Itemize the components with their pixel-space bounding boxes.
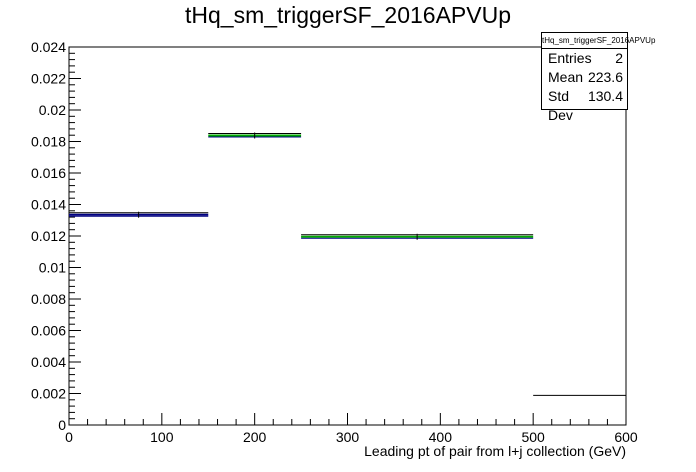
x-tick-label: 500 — [521, 429, 545, 445]
stats-entries-row: Entries 2 — [542, 49, 627, 68]
stats-box-title: tHq_sm_triggerSF_2016APVUp — [542, 33, 655, 49]
stats-stddev-label: Std Dev — [548, 88, 573, 123]
y-tick-label: 0.004 — [31, 354, 66, 370]
y-tick-label: 0.024 — [31, 39, 66, 55]
y-tick-label: 0.018 — [31, 134, 66, 150]
histogram-bins — [69, 132, 626, 396]
y-tick-label: 0.012 — [31, 228, 66, 244]
y-tick-label: 0.022 — [31, 71, 66, 87]
stats-mean-label: Mean — [548, 69, 584, 85]
stats-stddev-value: 130.4 — [587, 88, 623, 104]
x-axis: 0 100 200 300 400 500 600 — [65, 413, 638, 445]
histogram-bin — [208, 132, 302, 139]
y-tick-label: 0 — [58, 417, 66, 433]
y-tick-label: 0.016 — [31, 165, 66, 181]
histogram-bin — [69, 211, 209, 218]
histogram-bin — [301, 233, 534, 240]
x-tick-label: 0 — [65, 429, 73, 445]
y-tick-label: 0.02 — [39, 102, 66, 118]
y-tick-label: 0.014 — [31, 197, 66, 213]
stats-box: tHq_sm_triggerSF_2016APVUp Entries 2 Mea… — [541, 32, 655, 123]
y-tick-label: 0.01 — [39, 260, 66, 276]
y-tick-label: 0.006 — [31, 323, 66, 339]
x-axis-label: Leading pt of pair from l+j collection (… — [364, 443, 626, 459]
y-axis: 0 0.002 0.004 0.006 0.008 0.01 0.012 0.014 0.016… — [31, 39, 81, 433]
stats-mean-row: Mean 223.6 — [542, 68, 627, 87]
y-tick-label: 0.002 — [31, 386, 66, 402]
x-tick-label: 200 — [243, 429, 267, 445]
stats-mean-value: 223.6 — [587, 69, 623, 85]
stats-entries-label: Entries — [548, 50, 592, 66]
x-tick-label: 100 — [150, 429, 174, 445]
x-tick-label: 300 — [336, 429, 360, 445]
chart-title: tHq_sm_triggerSF_2016APVUp — [185, 2, 511, 28]
stats-entries-value: 2 — [615, 50, 623, 66]
stats-stddev-row: Std Dev 130.4 — [542, 87, 627, 125]
x-tick-label: 400 — [429, 429, 453, 445]
y-tick-label: 0.008 — [31, 291, 66, 307]
x-tick-label: 600 — [614, 429, 638, 445]
